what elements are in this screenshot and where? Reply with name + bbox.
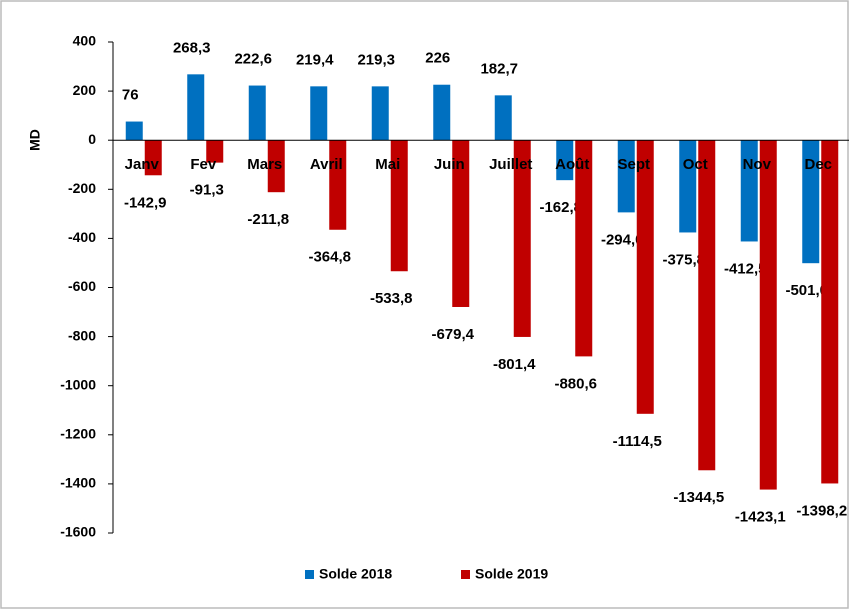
bar xyxy=(575,140,593,357)
bar xyxy=(371,86,389,141)
data-label: -801,4 xyxy=(493,356,536,373)
data-label: -142,9 xyxy=(124,194,167,211)
data-label: 219,4 xyxy=(296,51,334,68)
bar xyxy=(679,140,697,233)
x-tick-label: Avril xyxy=(310,156,343,173)
data-label: -880,6 xyxy=(554,375,597,392)
y-tick-label: -800 xyxy=(68,327,96,343)
legend-swatch xyxy=(305,570,314,579)
x-tick-label: Mars xyxy=(247,156,282,173)
data-label: -1344,5 xyxy=(673,489,724,506)
y-tick-label: 0 xyxy=(88,131,96,147)
x-tick-label: Sept xyxy=(617,156,650,173)
data-label: -162,8 xyxy=(539,199,582,216)
data-label: -211,8 xyxy=(247,211,289,228)
legend-label: Solde 2018 xyxy=(319,566,392,582)
data-label: 226 xyxy=(425,50,450,67)
bar xyxy=(125,121,143,141)
data-label: -533,8 xyxy=(370,290,413,307)
data-label: -1423,1 xyxy=(735,509,786,526)
bar xyxy=(248,85,266,141)
y-tick-label: -1200 xyxy=(60,426,96,442)
bar xyxy=(144,140,162,176)
data-label: 182,7 xyxy=(480,60,518,77)
data-label: 219,3 xyxy=(357,51,395,68)
bar xyxy=(494,95,512,141)
data-label: -91,3 xyxy=(190,182,224,199)
data-label: -679,4 xyxy=(431,326,474,343)
x-tick-label: Juillet xyxy=(489,156,532,173)
x-tick-label: Dec xyxy=(804,156,832,173)
data-label: -1114,5 xyxy=(613,433,662,450)
x-tick-label: Fev xyxy=(190,156,217,173)
bar xyxy=(187,74,205,141)
y-tick-label: 400 xyxy=(73,33,97,49)
data-label: -501,0 xyxy=(785,282,828,299)
bar xyxy=(433,84,451,141)
legend-label: Solde 2019 xyxy=(475,566,548,582)
data-label: 76 xyxy=(122,87,139,104)
y-tick-label: -600 xyxy=(68,278,96,294)
bar xyxy=(267,140,285,193)
data-label: -1398,2 xyxy=(796,502,847,519)
bar xyxy=(636,140,654,414)
x-tick-label: Janv xyxy=(125,156,160,173)
data-label: -375,8 xyxy=(662,251,705,268)
bar xyxy=(759,140,777,490)
bar xyxy=(556,140,574,181)
x-tick-label: Mai xyxy=(375,156,400,173)
bar xyxy=(698,140,716,471)
legend-swatch xyxy=(461,570,470,579)
data-label: -294,0 xyxy=(601,231,644,248)
bar xyxy=(310,86,328,141)
bar xyxy=(329,140,347,230)
bar xyxy=(452,140,470,307)
bar xyxy=(513,140,531,337)
data-label: 222,6 xyxy=(234,51,272,68)
x-tick-label: Juin xyxy=(434,156,465,173)
y-tick-label: 200 xyxy=(73,82,97,98)
bar xyxy=(802,140,820,264)
bar xyxy=(740,140,758,242)
y-tick-label: -200 xyxy=(68,180,96,196)
bar xyxy=(617,140,635,213)
data-label: 268,3 xyxy=(173,39,211,56)
data-label: -412,5 xyxy=(724,260,767,277)
x-tick-label: Août xyxy=(555,156,589,173)
y-tick-label: -400 xyxy=(68,229,96,245)
bar xyxy=(390,140,408,272)
bar xyxy=(206,140,224,163)
x-tick-label: Oct xyxy=(683,156,708,173)
y-axis-label: MD xyxy=(27,129,43,151)
data-label: -364,8 xyxy=(308,249,351,266)
y-tick-label: -1400 xyxy=(60,475,96,491)
y-tick-label: -1000 xyxy=(60,376,96,392)
y-tick-label: -1600 xyxy=(60,524,96,540)
bar xyxy=(821,140,839,484)
x-tick-label: Nov xyxy=(743,156,772,173)
